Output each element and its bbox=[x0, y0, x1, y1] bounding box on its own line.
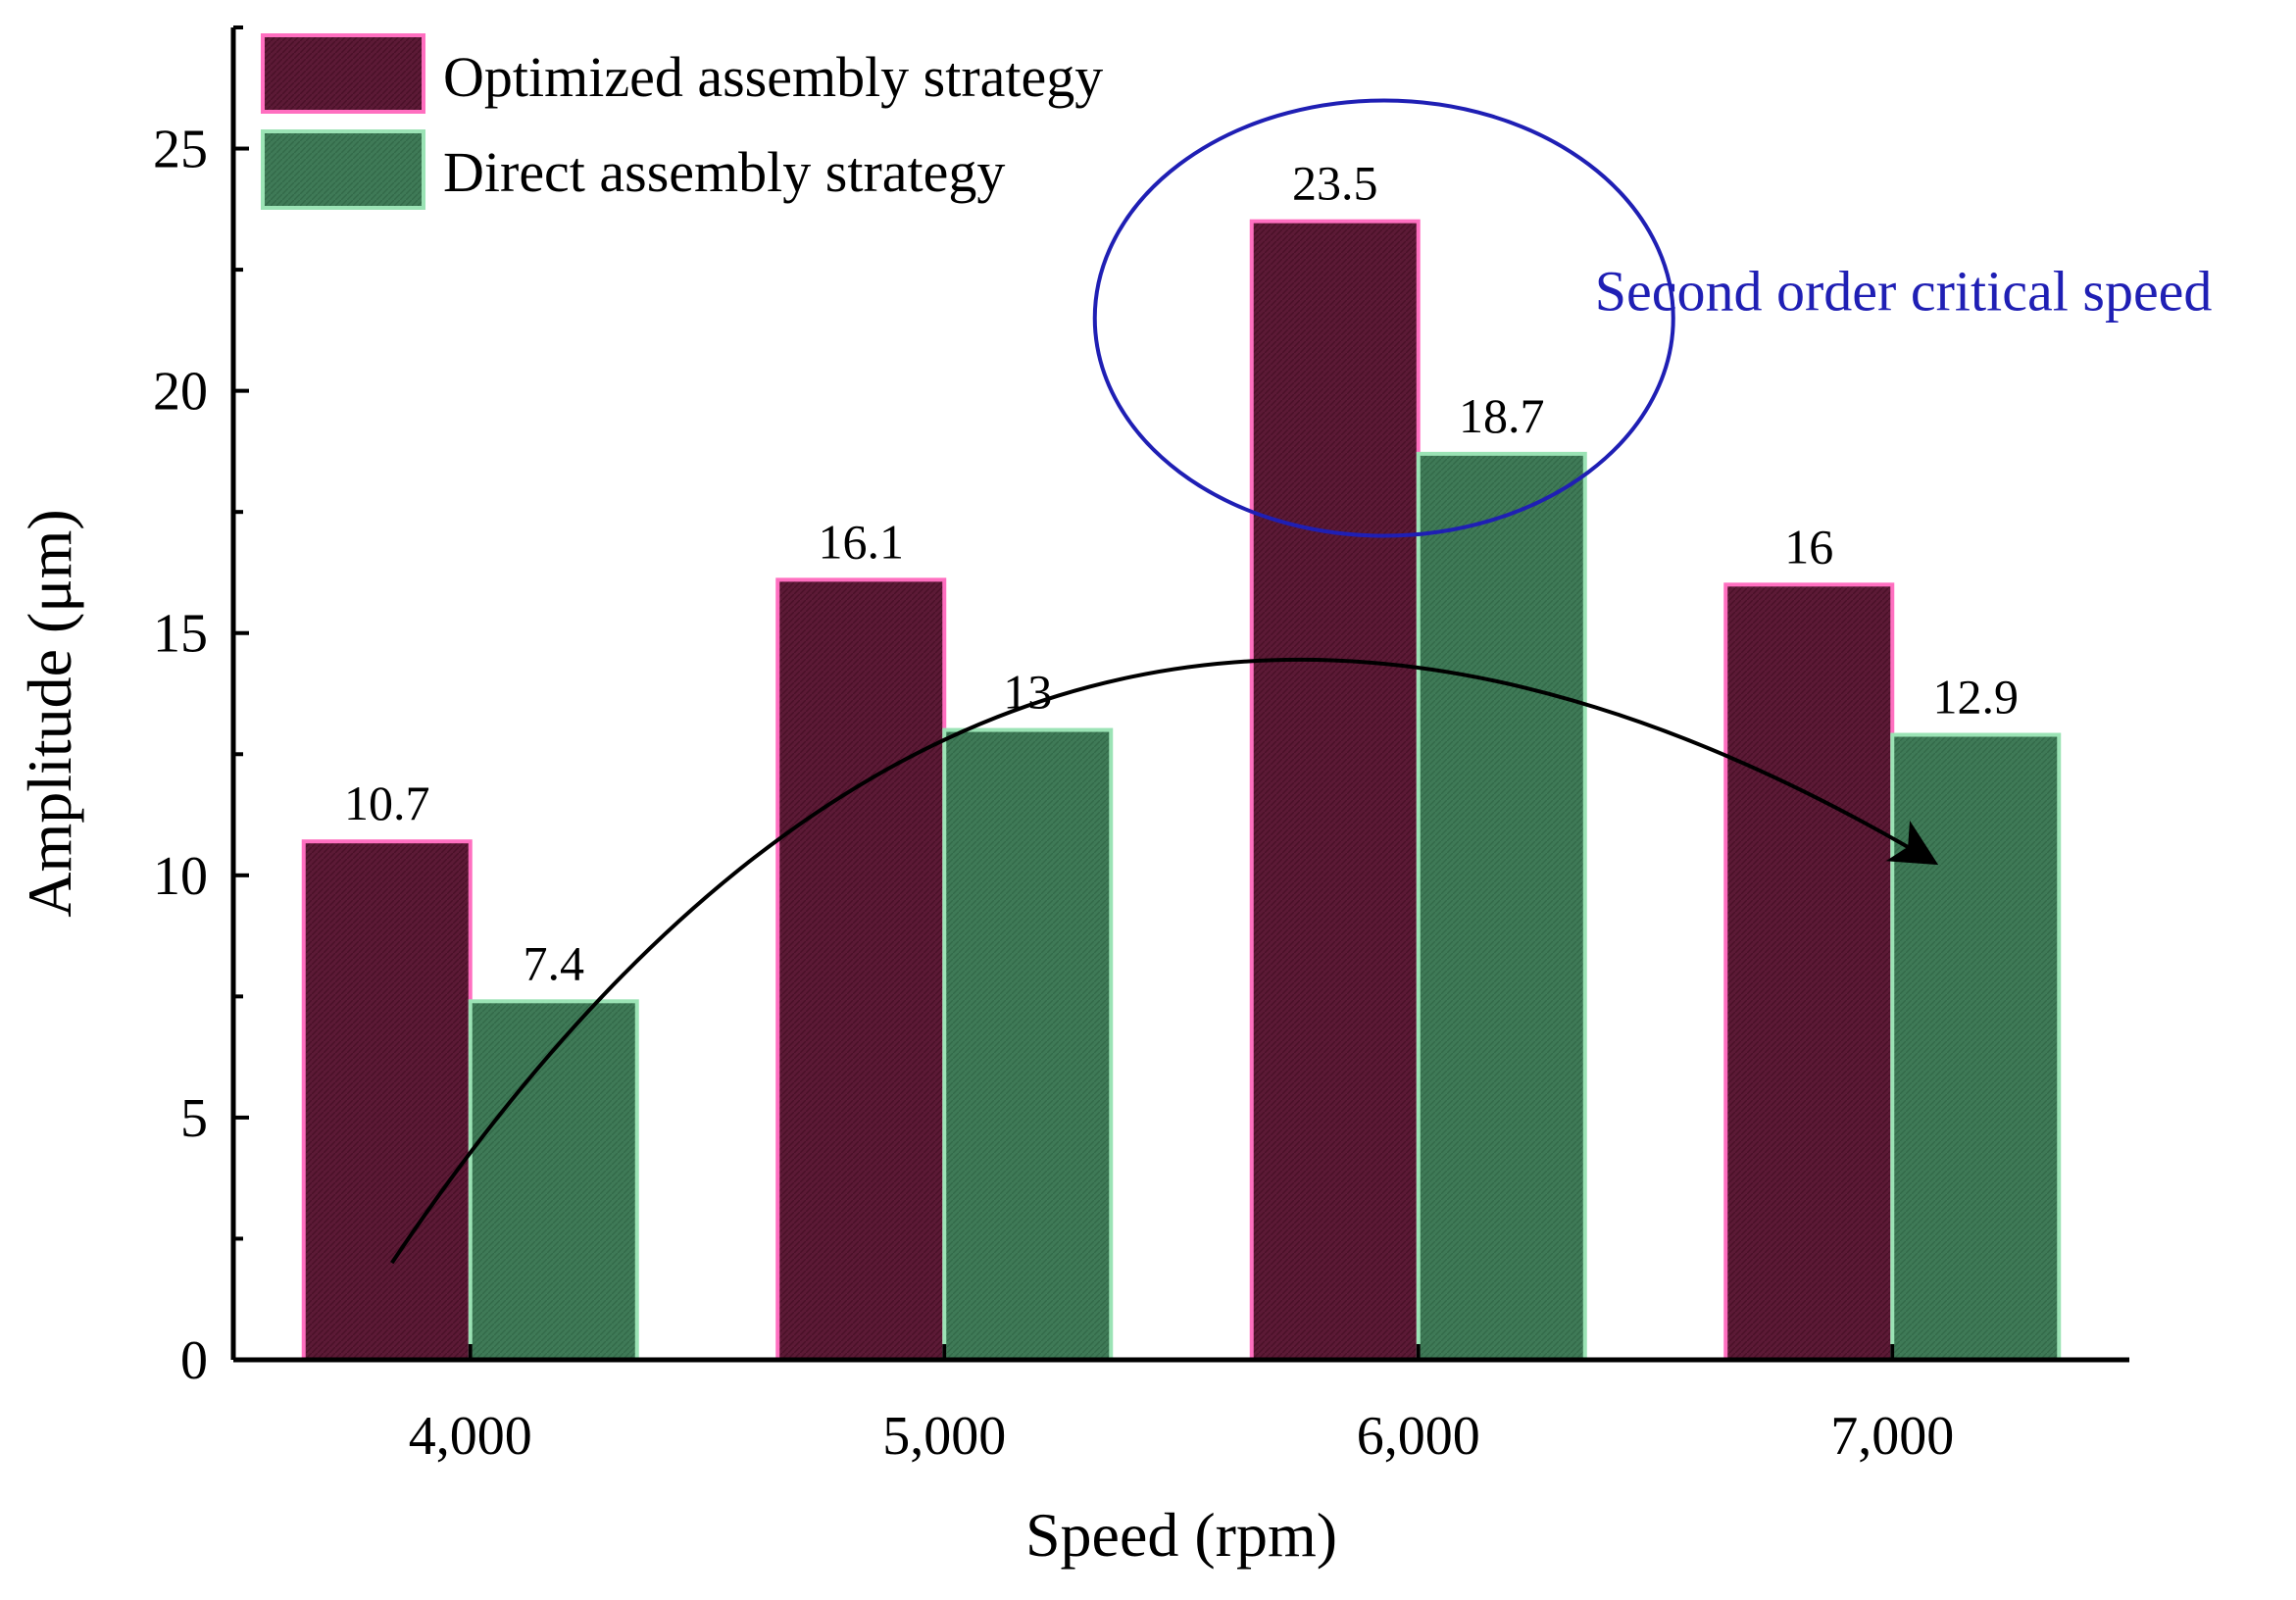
y-tick-label-20: 20 bbox=[153, 362, 208, 423]
legend-swatch-direct bbox=[261, 129, 425, 210]
bar-optimized-1 bbox=[775, 577, 947, 1362]
value-label-direct-3: 12.9 bbox=[1933, 670, 2020, 725]
bars-layer bbox=[301, 219, 2062, 1363]
y-tick-label-25: 25 bbox=[153, 120, 208, 180]
value-label-optimized-0: 10.7 bbox=[344, 775, 430, 830]
legend: Optimized assembly strategy Direct assem… bbox=[261, 33, 1103, 210]
legend-swatch-optimized bbox=[261, 33, 425, 114]
x-tick-label-3: 7,000 bbox=[1830, 1406, 1954, 1467]
critical-speed-annotation: Second order critical speed bbox=[1595, 260, 2213, 324]
y-axis-title: Amplitude (μm) bbox=[15, 509, 84, 917]
bar-optimized-2 bbox=[1249, 219, 1421, 1362]
axes: 0 5 10 15 20 25 4,000 5,000 6,000 7,000 bbox=[153, 25, 2129, 1467]
value-label-optimized-3: 16 bbox=[1784, 519, 1833, 574]
value-label-optimized-1: 16.1 bbox=[819, 514, 905, 569]
legend-label-direct: Direct assembly strategy bbox=[443, 140, 1005, 204]
y-tick-label-5: 5 bbox=[180, 1088, 208, 1149]
critical-speed-ellipse bbox=[1092, 98, 1675, 538]
trend-arrow bbox=[390, 657, 1939, 1265]
bar-optimized-3 bbox=[1723, 582, 1895, 1362]
y-tick-label-10: 10 bbox=[153, 846, 208, 907]
x-tick-label-2: 6,000 bbox=[1357, 1406, 1480, 1467]
x-tick-label-0: 4,000 bbox=[409, 1406, 532, 1467]
bar-direct-2 bbox=[1416, 451, 1587, 1362]
bar-direct-0 bbox=[468, 999, 639, 1363]
legend-label-optimized: Optimized assembly strategy bbox=[443, 45, 1103, 109]
bar-direct-3 bbox=[1890, 732, 2062, 1362]
bar-optimized-0 bbox=[301, 839, 473, 1362]
value-label-optimized-2: 23.5 bbox=[1292, 156, 1378, 211]
value-label-direct-0: 7.4 bbox=[524, 935, 585, 990]
x-tick-label-1: 5,000 bbox=[882, 1406, 1006, 1467]
y-tick-label-0: 0 bbox=[180, 1330, 208, 1391]
x-axis-title: Speed (rpm) bbox=[1025, 1500, 1337, 1570]
bar-direct-1 bbox=[942, 727, 1114, 1362]
value-label-direct-2: 18.7 bbox=[1459, 388, 1545, 443]
y-tick-label-15: 15 bbox=[153, 604, 208, 665]
